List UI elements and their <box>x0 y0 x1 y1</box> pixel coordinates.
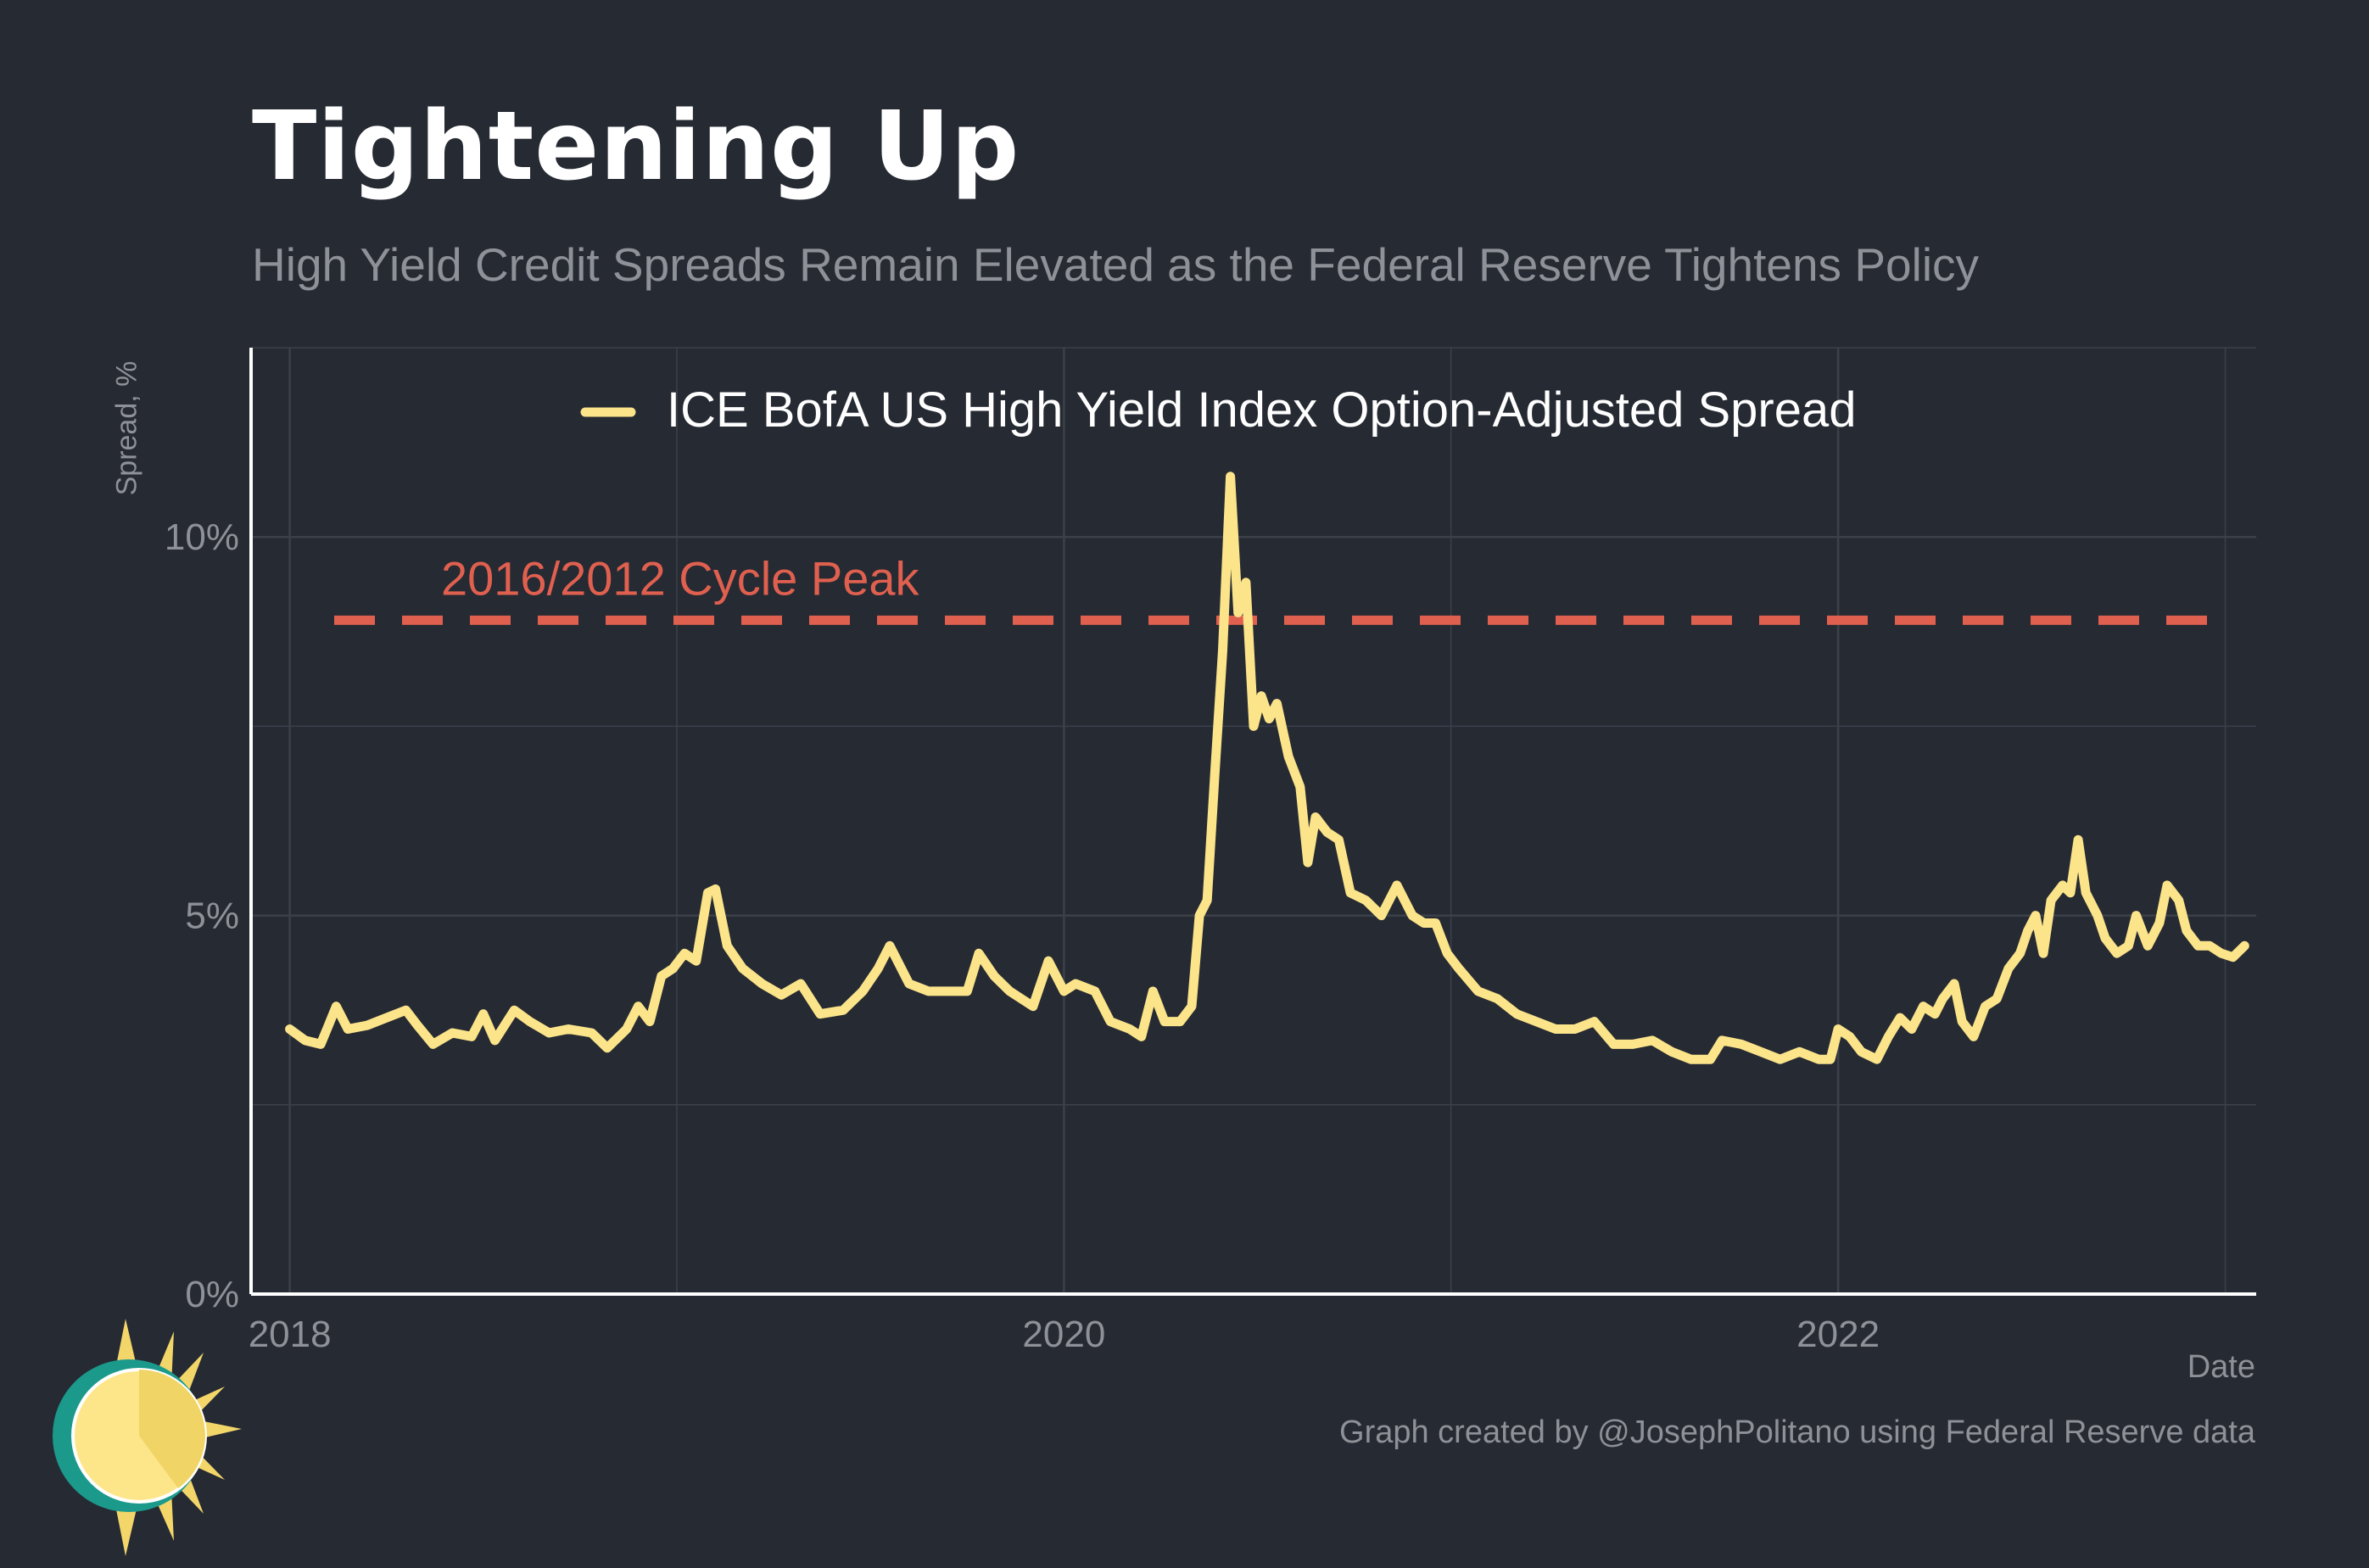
grid-lines <box>251 347 2256 1294</box>
y-tick-label: 5% <box>185 896 239 937</box>
x-axis-label: Date <box>2187 1349 2255 1385</box>
y-tick-label: 0% <box>185 1274 239 1315</box>
x-tick-label: 2020 <box>1022 1314 1105 1355</box>
series-lines <box>285 472 2249 1064</box>
x-tick-label: 2018 <box>249 1314 332 1355</box>
cycle-peak-label: 2016/2012 Cycle Peak <box>441 551 920 605</box>
tick-labels: 0% 5% 10% 2018 2020 2022 <box>165 516 1880 1355</box>
chart-caption: Graph created by @JosephPolitano using F… <box>1339 1415 2255 1450</box>
series-line-hy-spread <box>285 472 2249 1064</box>
chart-title: Tightening Up <box>252 92 1020 202</box>
x-tick-label: 2022 <box>1796 1314 1880 1355</box>
y-tick-label: 10% <box>165 516 239 558</box>
chart-subtitle: High Yield Credit Spreads Remain Elevate… <box>252 238 1980 291</box>
annotations: 2016/2012 Cycle Peak <box>334 551 2226 625</box>
axes <box>249 348 2256 1296</box>
legend: ICE BofA US High Yield Index Option-Adju… <box>580 382 1856 438</box>
sun-logo-icon <box>53 1319 242 1556</box>
legend-label: ICE BofA US High Yield Index Option-Adju… <box>667 382 1856 438</box>
